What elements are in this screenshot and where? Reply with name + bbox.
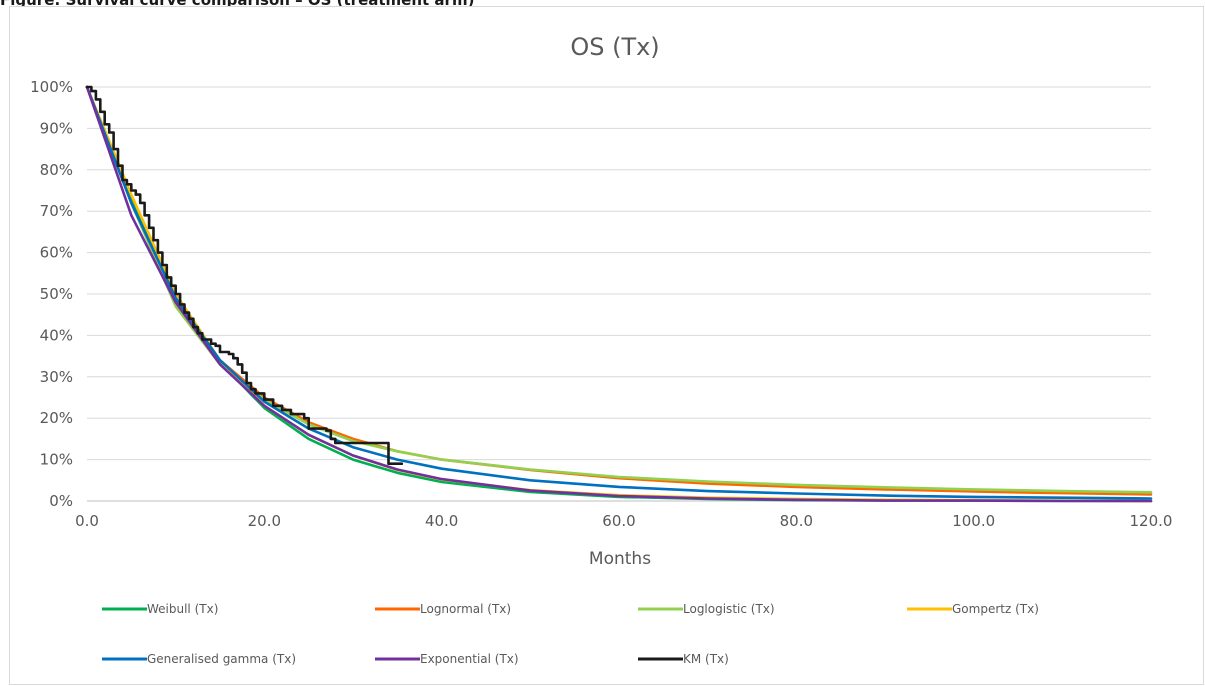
series-line-exponential-tx — [85, 85, 1153, 503]
series-line-km-tx — [85, 85, 404, 465]
x-tick-label: 120.0 — [1130, 512, 1173, 530]
y-tick-label: 50% — [40, 285, 73, 303]
figure-caption: Figure: Survival curve comparison – OS (… — [0, 0, 475, 9]
x-tick-label: 20.0 — [248, 512, 281, 530]
x-axis-ticks: 0.0 20.0 40.0 60.0 80.0 100.0 120.0 — [75, 512, 1172, 530]
x-axis-label: Months — [589, 549, 651, 569]
y-tick-label: 20% — [40, 409, 73, 427]
legend-label: Generalised gamma (Tx) — [147, 652, 296, 666]
y-tick-label: 70% — [40, 202, 73, 220]
legend-label: Exponential (Tx) — [420, 652, 519, 666]
x-tick-label: 60.0 — [602, 512, 635, 530]
legend-label: Loglogistic (Tx) — [683, 602, 775, 616]
y-tick-label: 90% — [40, 119, 73, 137]
legend-label: Lognormal (Tx) — [420, 602, 511, 616]
y-tick-label: 100% — [30, 78, 73, 96]
y-tick-label: 0% — [49, 492, 73, 510]
legend-label: Gompertz (Tx) — [952, 602, 1039, 616]
gridlines — [87, 86, 1151, 502]
x-tick-label: 100.0 — [952, 512, 995, 530]
y-tick-label: 10% — [40, 451, 73, 469]
survival-chart: OS (Tx) 0% 10% 20% 30% 40% 50% 60% 70% 80% 90% 100… — [30, 33, 1172, 666]
y-tick-label: 30% — [40, 368, 73, 386]
y-axis-ticks: 0% 10% 20% 30% 40% 50% 60% 70% 80% 90% 100% — [30, 78, 73, 510]
y-tick-label: 60% — [40, 244, 73, 262]
series-line-lognormal-tx — [85, 85, 1153, 496]
legend-label: KM (Tx) — [683, 652, 729, 666]
y-tick-label: 40% — [40, 326, 73, 344]
chart-title: OS (Tx) — [570, 33, 659, 61]
series-line-loglogistic-tx — [85, 85, 1153, 494]
legend-label: Weibull (Tx) — [147, 602, 218, 616]
legend: Weibull (Tx) Lognormal (Tx) Loglogistic (T… — [102, 602, 1039, 666]
x-tick-label: 80.0 — [780, 512, 813, 530]
y-tick-label: 80% — [40, 161, 73, 179]
x-tick-label: 0.0 — [75, 512, 99, 530]
series-lines — [85, 85, 1153, 503]
chart-area: OS (Tx) 0% 10% 20% 30% 40% 50% 60% 70% 80% 90% 100… — [9, 6, 1204, 685]
series-line-generalised-gamma-tx — [85, 85, 1153, 500]
x-tick-label: 40.0 — [425, 512, 458, 530]
